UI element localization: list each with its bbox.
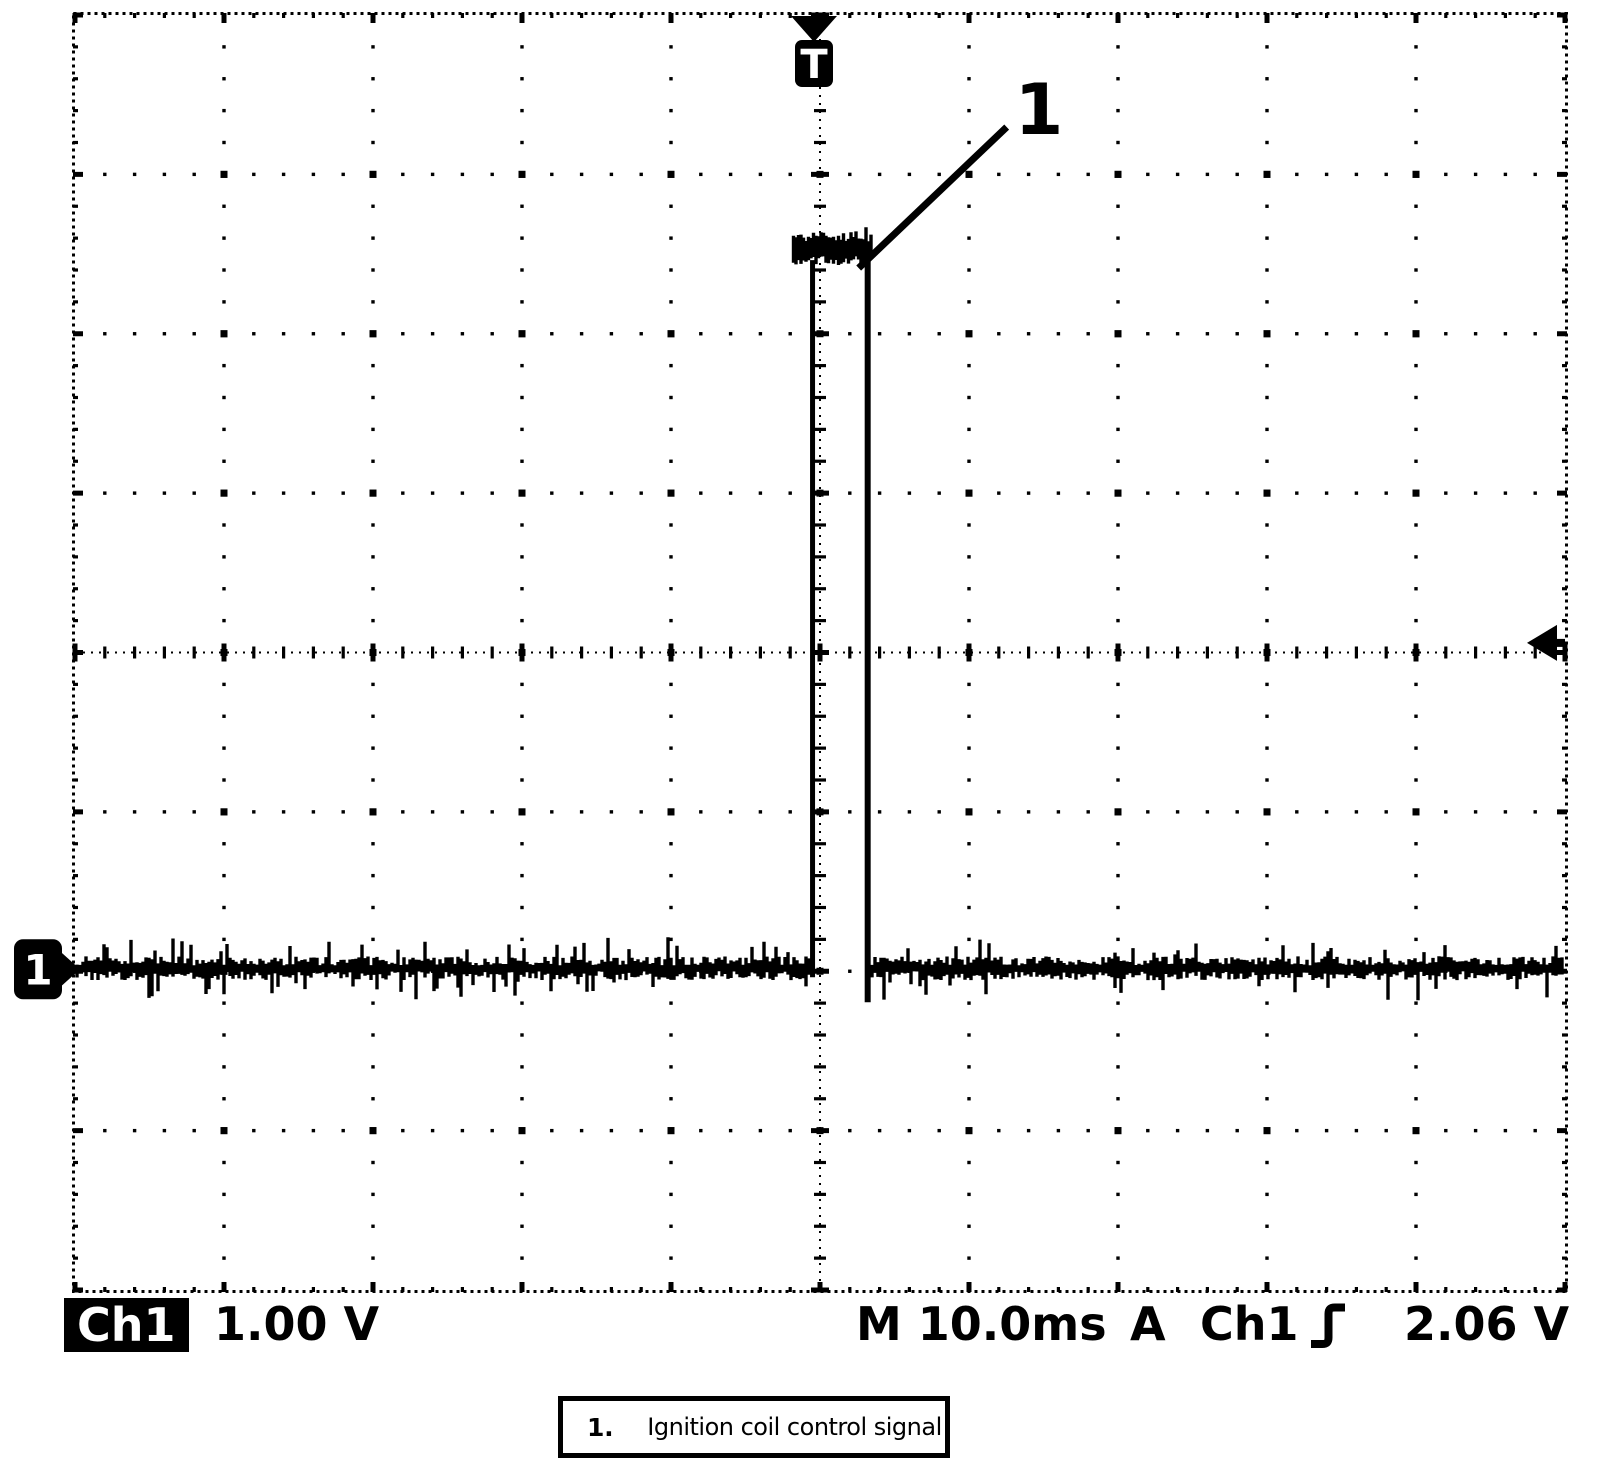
channel-marker-arrow-icon [60, 951, 80, 988]
trigger-position-arrow-icon [791, 16, 837, 42]
channel-scale-readout: 1.00 V [214, 1297, 380, 1351]
readout-bar: Ch1 1.00 V M 10.0ms A Ch1 2.06 V [0, 1296, 1600, 1356]
graticule-grid [72, 12, 1568, 1293]
annotation-number: 1 [1015, 69, 1064, 151]
trigger-level-readout: 2.06 V [1404, 1297, 1570, 1351]
waveform-trace-ch1 [75, 227, 1564, 1003]
caption-number: 1. [587, 1412, 614, 1442]
trigger-flag-letter: T [800, 42, 828, 88]
trigger-source-readout: Ch1 [1200, 1297, 1299, 1351]
annotation-leader-line [856, 124, 1010, 271]
timebase-readout: M 10.0ms [856, 1297, 1107, 1351]
channel-marker-box [14, 939, 62, 1000]
channel-marker-number: 1 [23, 945, 52, 994]
trigger-flag-box [795, 40, 833, 87]
channel-label-badge: Ch1 [64, 1298, 189, 1352]
caption-text: Ignition coil control signal [647, 1413, 942, 1441]
rising-edge-icon [1311, 1303, 1345, 1348]
acquisition-mode-readout: A [1130, 1297, 1166, 1351]
figure-caption-box: 1. Ignition coil control signal [558, 1396, 950, 1458]
trigger-level-arrow-icon [1527, 624, 1565, 661]
trigger-position-marker: T [791, 16, 837, 88]
channel1-ground-marker: 1 [14, 939, 80, 1000]
